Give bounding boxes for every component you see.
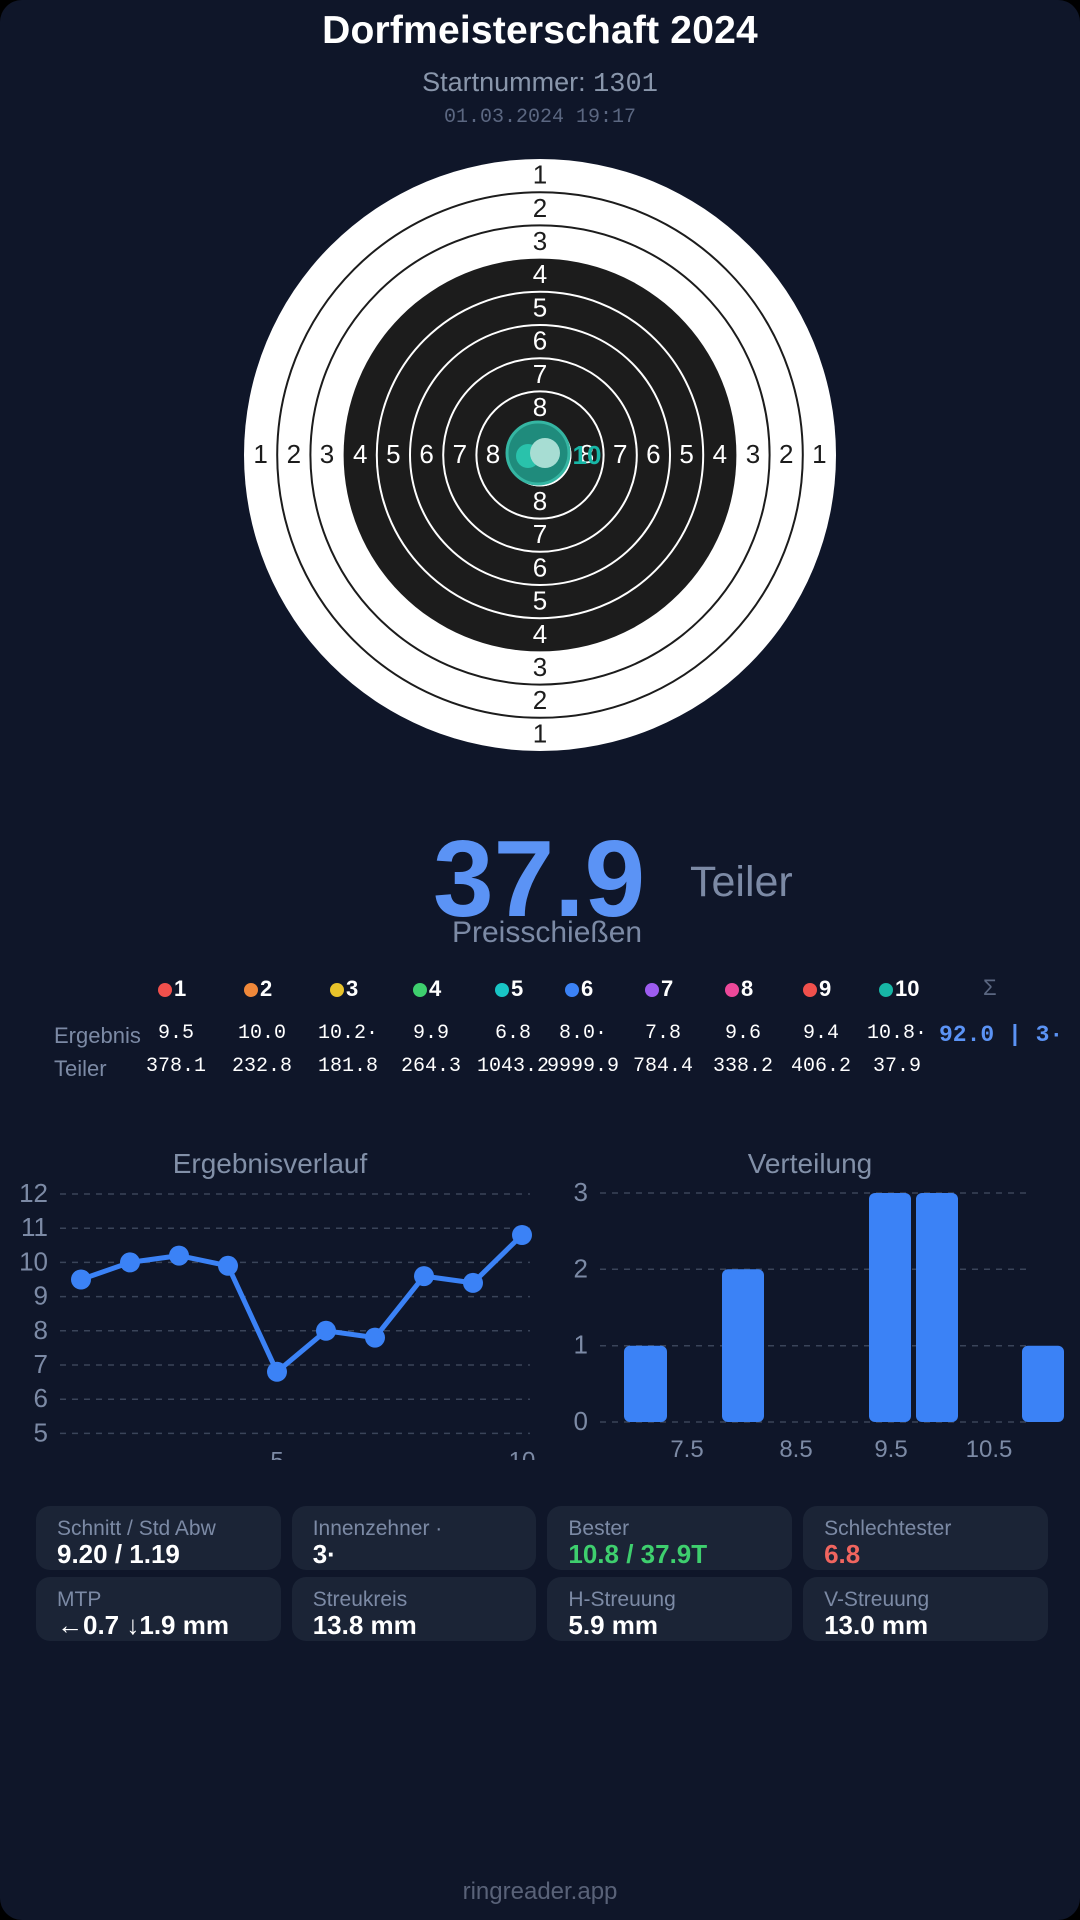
svg-text:1: 1 <box>533 160 547 190</box>
svg-text:3: 3 <box>574 1177 588 1207</box>
svg-text:7.5: 7.5 <box>670 1436 703 1460</box>
svg-text:0: 0 <box>574 1406 588 1436</box>
svg-text:7: 7 <box>533 359 547 389</box>
svg-text:5: 5 <box>533 586 547 616</box>
svg-text:3: 3 <box>533 652 547 682</box>
svg-text:10.5: 10.5 <box>966 1436 1013 1460</box>
svg-text:8: 8 <box>533 486 547 516</box>
svg-text:7: 7 <box>613 439 627 469</box>
svg-text:7: 7 <box>533 519 547 549</box>
svg-text:2: 2 <box>287 439 301 469</box>
svg-text:5: 5 <box>679 439 693 469</box>
svg-text:8: 8 <box>533 392 547 422</box>
svg-text:12: 12 <box>19 1178 48 1208</box>
svg-text:9.5: 9.5 <box>874 1436 907 1460</box>
svg-text:5: 5 <box>386 439 400 469</box>
svg-text:10: 10 <box>509 1447 536 1460</box>
svg-text:3: 3 <box>746 439 760 469</box>
svg-text:4: 4 <box>533 259 547 289</box>
svg-text:5: 5 <box>34 1417 48 1447</box>
svg-text:3: 3 <box>320 439 334 469</box>
svg-text:6: 6 <box>419 439 433 469</box>
svg-text:1: 1 <box>574 1330 588 1360</box>
svg-text:7: 7 <box>453 439 467 469</box>
svg-text:2: 2 <box>574 1253 588 1283</box>
svg-text:6: 6 <box>533 552 547 582</box>
svg-text:5: 5 <box>533 292 547 322</box>
svg-text:6: 6 <box>646 439 660 469</box>
svg-text:9: 9 <box>34 1281 48 1311</box>
svg-text:4: 4 <box>533 619 547 649</box>
svg-text:2: 2 <box>779 439 793 469</box>
svg-text:2: 2 <box>533 685 547 715</box>
svg-text:1: 1 <box>533 718 547 748</box>
svg-text:10: 10 <box>19 1246 48 1276</box>
svg-text:8: 8 <box>486 439 500 469</box>
svg-text:4: 4 <box>713 439 727 469</box>
svg-text:8: 8 <box>34 1315 48 1345</box>
svg-text:7: 7 <box>34 1349 48 1379</box>
svg-text:6: 6 <box>34 1383 48 1413</box>
svg-text:3: 3 <box>533 226 547 256</box>
svg-text:4: 4 <box>353 439 367 469</box>
svg-text:5: 5 <box>270 1447 283 1460</box>
svg-text:1: 1 <box>812 439 826 469</box>
svg-text:2: 2 <box>533 193 547 223</box>
svg-text:8.5: 8.5 <box>779 1436 812 1460</box>
svg-text:6: 6 <box>533 326 547 356</box>
svg-text:11: 11 <box>21 1212 48 1242</box>
svg-text:1: 1 <box>253 439 267 469</box>
svg-text:10: 10 <box>573 440 602 470</box>
